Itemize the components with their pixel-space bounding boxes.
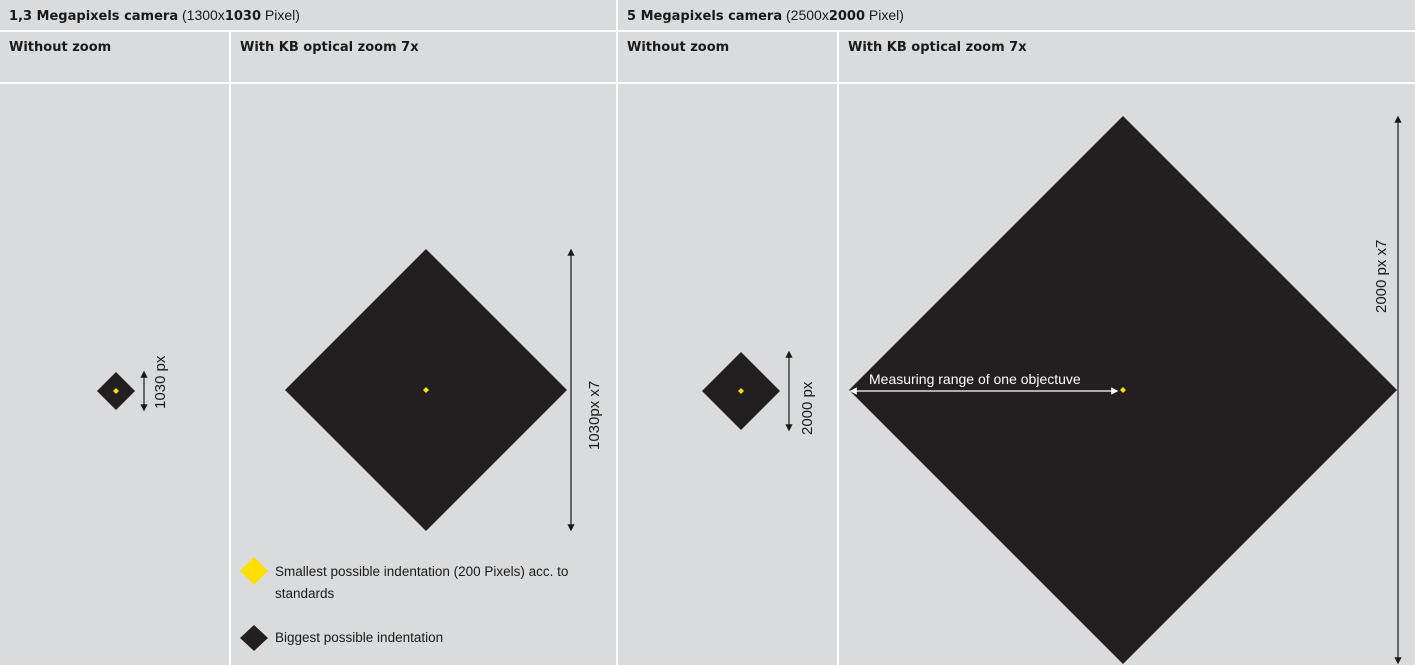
legend-smallest-icon [240, 557, 268, 585]
col-header-without-zoom-1: Without zoom [0, 32, 229, 82]
legend-smallest-label: Smallest possible indentation (200 Pixel… [275, 564, 569, 601]
camera-name: 5 Megapixels camera [627, 9, 783, 24]
legend-biggest-icon [240, 625, 268, 651]
header-camera-1-3mp: 1,3 Megapixels camera (1300x1030 Pixel) [0, 0, 616, 30]
min-indentation-point-4 [1120, 387, 1126, 393]
min-indentation-point-2 [423, 387, 429, 393]
col-header-with-zoom-1: With KB optical zoom 7x [231, 32, 616, 82]
camera-res-pre: (2500x [782, 7, 829, 23]
camera-res-post: Pixel) [865, 7, 904, 23]
header-camera-5mp: 5 Megapixels camera (2500x2000 Pixel) [618, 0, 1415, 30]
measuring-range-label: Measuring range of one objectuve [869, 371, 1081, 387]
min-indentation-point-1 [113, 388, 119, 394]
camera-res-pre: (1300x [178, 7, 225, 23]
min-indentation-point-3 [738, 388, 744, 394]
camera-name: 1,3 Megapixels camera [9, 9, 179, 24]
camera-res-post: Pixel) [261, 7, 300, 23]
dimension-label-2: 1030px x7 [586, 381, 603, 450]
camera-res-height: 2000 [828, 9, 866, 24]
camera-res-height: 1030 [224, 9, 261, 24]
col-header-with-zoom-2: With KB optical zoom 7x [839, 32, 1415, 82]
dimension-label-1: 1030 px [152, 355, 169, 409]
col-header-without-zoom-2: Without zoom [618, 32, 837, 82]
legend-biggest-label: Biggest possible indentation [275, 630, 444, 645]
dimension-label-3: 2000 px [799, 381, 816, 435]
dimension-label-4: 2000 px x7 [1373, 240, 1390, 313]
